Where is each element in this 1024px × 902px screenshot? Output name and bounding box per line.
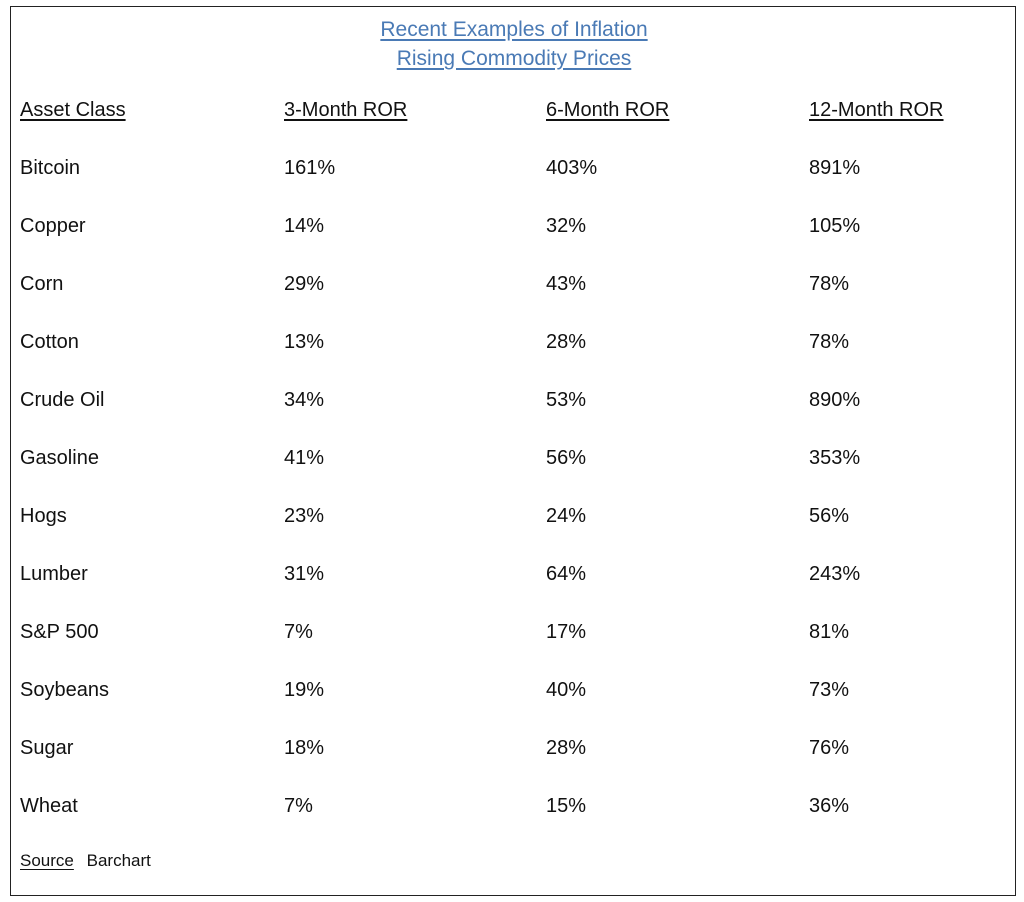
asset-name: Gasoline xyxy=(20,447,99,469)
ror-3-month: 23% xyxy=(284,505,325,527)
asset-name: Crude Oil xyxy=(20,389,105,411)
ror-12-month: 78% xyxy=(809,273,850,295)
asset-name: Lumber xyxy=(20,563,88,585)
ror-6-month: 15% xyxy=(546,795,587,817)
source-line: Source Barchart xyxy=(20,849,151,873)
ror-12-month: 78% xyxy=(809,331,850,353)
table-row: Bitcoin 161% 403% 891% xyxy=(11,153,1017,183)
ror-6-month: 43% xyxy=(546,273,587,295)
ror-6-month: 28% xyxy=(546,737,587,759)
asset-name: Corn xyxy=(20,273,64,295)
ror-12-month: 890% xyxy=(809,389,861,411)
table-frame: Recent Examples of Inflation Rising Comm… xyxy=(10,6,1016,896)
ror-3-month: 29% xyxy=(284,273,325,295)
table-row: Soybeans 19% 40% 73% xyxy=(11,675,1017,705)
source-value: Barchart xyxy=(86,851,151,870)
ror-6-month: 32% xyxy=(546,215,587,237)
ror-6-month: 64% xyxy=(546,563,587,585)
ror-3-month: 7% xyxy=(284,621,313,643)
title-line-1[interactable]: Recent Examples of Inflation xyxy=(380,18,648,41)
ror-12-month: 36% xyxy=(809,795,850,817)
table-row: Copper 14% 32% 105% xyxy=(11,211,1017,241)
table-row: Crude Oil 34% 53% 890% xyxy=(11,385,1017,415)
ror-6-month: 40% xyxy=(546,679,587,701)
asset-name: Soybeans xyxy=(20,679,109,701)
header-asset-class: Asset Class xyxy=(20,99,126,121)
table-row: Gasoline 41% 56% 353% xyxy=(11,443,1017,473)
ror-6-month: 56% xyxy=(546,447,587,469)
ror-3-month: 31% xyxy=(284,563,325,585)
ror-6-month: 403% xyxy=(546,157,598,179)
table-row: Hogs 23% 24% 56% xyxy=(11,501,1017,531)
ror-6-month: 24% xyxy=(546,505,587,527)
header-12-month-ror: 12-Month ROR xyxy=(809,99,944,121)
ror-6-month: 17% xyxy=(546,621,587,643)
asset-name: Copper xyxy=(20,215,86,237)
ror-3-month: 18% xyxy=(284,737,325,759)
ror-3-month: 7% xyxy=(284,795,313,817)
ror-3-month: 13% xyxy=(284,331,325,353)
title-line-2[interactable]: Rising Commodity Prices xyxy=(396,47,632,70)
table-row: Wheat 7% 15% 36% xyxy=(11,791,1017,821)
table-header-row: Asset Class 3-Month ROR 6-Month ROR 12-M… xyxy=(11,95,1017,125)
asset-name: Hogs xyxy=(20,505,67,527)
header-3-month-ror: 3-Month ROR xyxy=(284,99,408,121)
ror-12-month: 891% xyxy=(809,157,861,179)
table-row: Sugar 18% 28% 76% xyxy=(11,733,1017,763)
asset-name: Cotton xyxy=(20,331,79,353)
title-block: Recent Examples of Inflation Rising Comm… xyxy=(11,15,1017,73)
ror-12-month: 243% xyxy=(809,563,861,585)
source-label[interactable]: Source xyxy=(20,851,74,870)
ror-12-month: 73% xyxy=(809,679,850,701)
table-row: Cotton 13% 28% 78% xyxy=(11,327,1017,357)
ror-3-month: 14% xyxy=(284,215,325,237)
asset-name: Bitcoin xyxy=(20,157,81,179)
ror-12-month: 353% xyxy=(809,447,861,469)
header-6-month-ror: 6-Month ROR xyxy=(546,99,670,121)
table-row: Lumber 31% 64% 243% xyxy=(11,559,1017,589)
asset-name: Sugar xyxy=(20,737,74,759)
ror-6-month: 28% xyxy=(546,331,587,353)
ror-12-month: 76% xyxy=(809,737,850,759)
table-row: Corn 29% 43% 78% xyxy=(11,269,1017,299)
table-row: S&P 500 7% 17% 81% xyxy=(11,617,1017,647)
asset-name: Wheat xyxy=(20,795,78,817)
ror-12-month: 81% xyxy=(809,621,850,643)
asset-name: S&P 500 xyxy=(20,621,99,643)
ror-3-month: 34% xyxy=(284,389,325,411)
ror-3-month: 19% xyxy=(284,679,325,701)
ror-3-month: 41% xyxy=(284,447,325,469)
ror-3-month: 161% xyxy=(284,157,336,179)
ror-12-month: 56% xyxy=(809,505,850,527)
ror-12-month: 105% xyxy=(809,215,861,237)
ror-6-month: 53% xyxy=(546,389,587,411)
